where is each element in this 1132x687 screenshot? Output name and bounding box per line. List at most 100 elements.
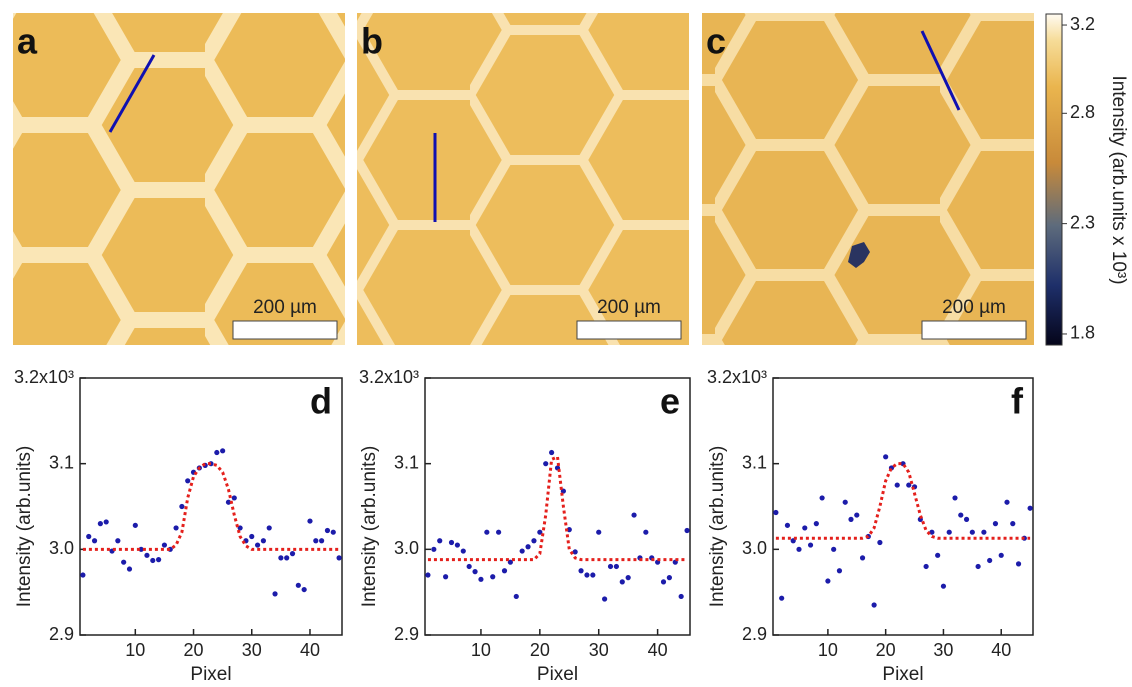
data-point	[626, 575, 631, 580]
data-point	[267, 525, 272, 530]
data-point	[981, 530, 986, 535]
data-point	[496, 530, 501, 535]
data-point	[924, 564, 929, 569]
data-point	[987, 558, 992, 563]
data-point	[214, 450, 219, 455]
data-point	[802, 525, 807, 530]
x-tick-label: 40	[648, 640, 668, 660]
data-point	[843, 500, 848, 505]
x-tick-label: 30	[933, 640, 953, 660]
data-point	[825, 578, 830, 583]
data-point	[115, 538, 120, 543]
data-point	[608, 564, 613, 569]
panel-letter: d	[310, 381, 332, 422]
data-point	[895, 482, 900, 487]
data-point	[584, 572, 589, 577]
y-tick-label: 3.0	[742, 538, 767, 558]
data-point	[964, 517, 969, 522]
data-point	[484, 530, 489, 535]
data-point	[490, 574, 495, 579]
data-point	[808, 542, 813, 547]
data-point	[520, 548, 525, 553]
data-point	[631, 512, 636, 517]
data-point	[947, 530, 952, 535]
data-point	[796, 547, 801, 552]
panel-letter: f	[1011, 381, 1024, 422]
x-axis-label: Pixel	[537, 664, 578, 685]
data-point	[543, 461, 548, 466]
data-point	[958, 512, 963, 517]
colorbar-label: Intensity (arb.units x 10³)	[1108, 75, 1129, 284]
y-axis-label: Intensity (arb.units)	[14, 446, 35, 608]
data-point	[643, 530, 648, 535]
x-axis-label: Pixel	[882, 664, 923, 685]
data-point	[661, 579, 666, 584]
data-point	[531, 538, 536, 543]
fit-line	[776, 464, 1030, 539]
data-point	[449, 540, 454, 545]
data-point	[854, 512, 859, 517]
x-tick-label: 30	[242, 640, 262, 660]
data-point	[92, 538, 97, 543]
data-point	[860, 555, 865, 560]
y-tick-label: 3.0	[49, 538, 74, 558]
data-point	[1016, 561, 1021, 566]
scale-bar	[233, 321, 337, 339]
data-point	[514, 594, 519, 599]
colorbar-tick-label: 2.8	[1070, 102, 1095, 122]
y-tick-label: 3.1	[49, 452, 74, 472]
data-point	[831, 547, 836, 552]
data-point	[461, 548, 466, 553]
x-tick-label: 30	[589, 640, 609, 660]
data-point	[614, 564, 619, 569]
data-point	[773, 510, 778, 515]
data-point	[455, 542, 460, 547]
data-point	[261, 538, 266, 543]
data-point	[976, 564, 981, 569]
fit-line	[428, 457, 687, 560]
data-point	[941, 584, 946, 589]
data-point	[679, 594, 684, 599]
panel-letter: b	[361, 21, 383, 62]
data-point	[999, 553, 1004, 558]
data-point	[970, 530, 975, 535]
data-point	[502, 568, 507, 573]
data-point	[127, 566, 132, 571]
data-point	[1028, 506, 1033, 511]
x-tick-label: 20	[876, 640, 896, 660]
x-tick-label: 10	[471, 640, 491, 660]
cell-pattern	[13, 13, 345, 345]
fit-line	[83, 464, 339, 550]
x-tick-label: 40	[300, 640, 320, 660]
data-point	[820, 495, 825, 500]
data-point	[872, 602, 877, 607]
y-tick-label: 3.2x10³	[14, 367, 74, 387]
data-point	[290, 551, 295, 556]
data-point	[173, 525, 178, 530]
data-point	[437, 538, 442, 543]
panel-letter: e	[660, 381, 680, 422]
scale-bar-label: 200 µm	[597, 297, 661, 318]
plot-frame	[80, 378, 342, 635]
data-point	[478, 577, 483, 582]
scale-bar-label: 200 µm	[942, 297, 1006, 318]
data-point	[1010, 521, 1015, 526]
scale-bar	[922, 321, 1026, 339]
cell-pattern	[357, 13, 689, 345]
colorbar-tick-label: 1.8	[1070, 323, 1095, 343]
data-point	[785, 523, 790, 528]
data-point	[331, 530, 336, 535]
data-point	[472, 569, 477, 574]
scale-bar	[577, 321, 681, 339]
plot-frame	[425, 378, 690, 635]
data-point	[425, 572, 430, 577]
data-point	[779, 596, 784, 601]
data-point	[319, 538, 324, 543]
data-point	[284, 555, 289, 560]
x-tick-label: 40	[991, 640, 1011, 660]
data-point	[296, 583, 301, 588]
colorbar-tick-label: 3.2	[1070, 14, 1095, 34]
data-point	[150, 558, 155, 563]
data-point	[249, 534, 254, 539]
data-point	[848, 517, 853, 522]
